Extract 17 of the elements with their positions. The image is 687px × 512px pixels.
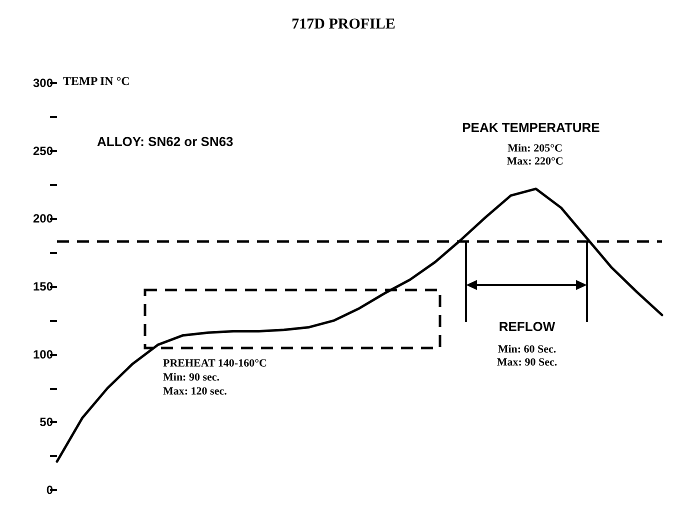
annotation: PEAK TEMPERATURE: [462, 120, 600, 135]
y-tick-label: 200: [32, 212, 54, 226]
chart-title: 717D PROFILE: [292, 16, 396, 32]
annotation: PREHEAT 140-160°C: [163, 358, 267, 370]
y-tick-label: 100: [32, 347, 54, 362]
y-axis-title: TEMP IN °C: [63, 74, 130, 88]
annotation: Min: 90 sec.: [163, 372, 220, 384]
annotation: Max: 220°C: [506, 156, 564, 168]
annotation: Min: 60 Sec.: [498, 344, 556, 356]
annotation: Max: 120 sec.: [163, 386, 228, 398]
annotation: REFLOW: [498, 319, 556, 334]
annotation: Max: 90 Sec.: [496, 356, 558, 368]
y-tick-label: 300: [32, 76, 54, 90]
annotation: Min: 205°C: [508, 142, 562, 154]
annotation: ALLOY: SN62 or SN63: [97, 134, 234, 149]
y-tick-label: 250: [32, 144, 54, 158]
y-tick-label: 150: [32, 280, 54, 294]
